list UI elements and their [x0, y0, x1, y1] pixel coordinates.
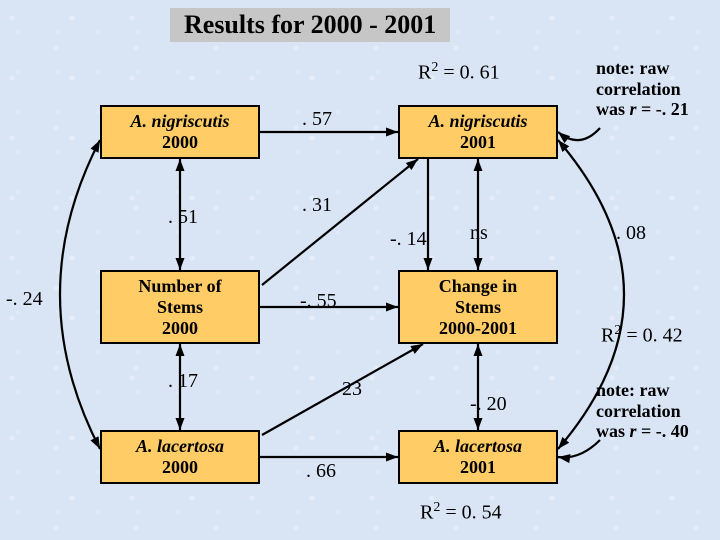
box-change-stems: Change in Stems 2000-2001 — [398, 270, 558, 344]
box-lacertosa-2000: A. lacertosa 2000 — [100, 430, 260, 484]
edge-label-57: . 57 — [302, 108, 332, 131]
box-stems-2000: Number of Stems 2000 — [100, 270, 260, 344]
r2-bot-label: R2 = 0. 54 — [420, 500, 502, 525]
title-text: Results for 2000 - 2001 — [184, 10, 436, 39]
edge-label-23: . 23 — [332, 378, 362, 401]
box-nigriscutis-2001: A. nigriscutis 2001 — [398, 105, 558, 159]
edge-label-17: . 17 — [168, 370, 198, 393]
edge-label-m24: -. 24 — [6, 288, 43, 311]
r2-mid-label: R2 = 0. 42 — [601, 323, 683, 348]
box-lacertosa-2001: A. lacertosa 2001 — [398, 430, 558, 484]
edge-label-51: . 51 — [168, 206, 198, 229]
note-top: note: raw correlation was r = -. 21 — [596, 58, 689, 120]
edge-label-m55: -. 55 — [300, 290, 337, 313]
r2-top-label: R2 = 0. 61 — [418, 60, 500, 85]
edge-label-08: . 08 — [616, 222, 646, 245]
page-title: Results for 2000 - 2001 — [170, 8, 450, 42]
edge-label-ns: ns — [470, 222, 488, 245]
note-bot: note: raw correlation was r = -. 40 — [596, 380, 689, 442]
edge-label-m14: -. 14 — [390, 228, 427, 251]
edge-label-66: . 66 — [306, 460, 336, 483]
box-nigriscutis-2000: A. nigriscutis 2000 — [100, 105, 260, 159]
edge-label-m20: -. 20 — [470, 393, 507, 416]
edge-label-31: . 31 — [302, 194, 332, 217]
